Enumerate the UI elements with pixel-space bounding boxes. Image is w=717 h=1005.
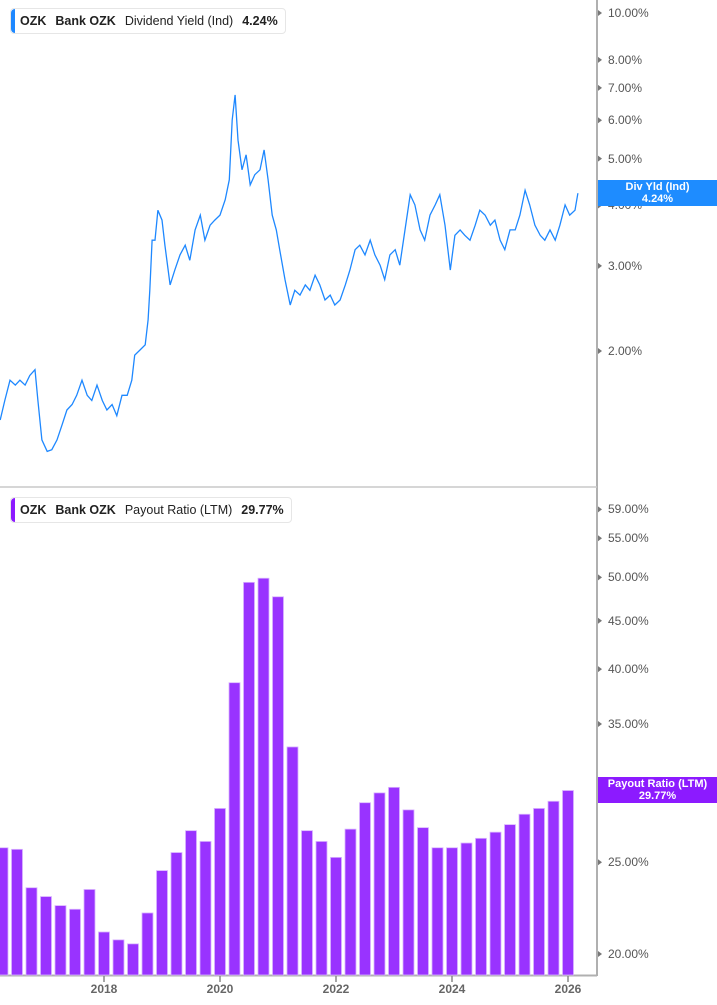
payout-bar[interactable] [344, 828, 357, 976]
payout-bar[interactable] [547, 800, 560, 976]
payout-bar[interactable] [243, 581, 255, 976]
y-tick-label: 10.00% [608, 6, 649, 21]
payout-bar[interactable] [286, 746, 299, 976]
payout-bar[interactable] [185, 830, 197, 976]
top-legend[interactable]: OZK Bank OZK Dividend Yield (Ind) 4.24% [10, 8, 286, 34]
y-tick-label: 40.00% [608, 662, 649, 677]
payout-bar[interactable] [112, 939, 125, 976]
payout-bar[interactable] [83, 889, 96, 976]
payout-bar[interactable] [417, 827, 429, 976]
y-tick-mark [598, 155, 602, 162]
y-tick-label: 6.00% [608, 113, 643, 128]
x-tick-label: 2026 [554, 982, 582, 996]
y-tick-mark [598, 535, 602, 542]
payout-bar[interactable] [170, 852, 183, 976]
payout-bar[interactable] [156, 870, 168, 976]
x-tick-label: 2024 [438, 982, 466, 996]
y-tick-mark [598, 117, 602, 124]
y-tick-label: 35.00% [608, 716, 649, 731]
payout-bar[interactable] [431, 847, 444, 976]
y-tick-mark [598, 348, 602, 354]
payout-bar[interactable] [562, 790, 574, 976]
payout-bar[interactable] [98, 931, 110, 976]
y-tick-mark [598, 10, 602, 17]
y-tick-mark [598, 617, 602, 624]
y-tick-mark [598, 720, 602, 727]
x-tick-label: 2022 [322, 982, 350, 996]
y-tick-mark [598, 951, 602, 957]
y-tick-mark [598, 506, 602, 513]
y-tick-label: 50.00% [608, 570, 649, 585]
y-tick-label: 59.00% [608, 502, 649, 517]
payout-bar[interactable] [127, 943, 139, 976]
legend-company: Bank OZK [55, 14, 116, 28]
payout-bar[interactable] [214, 808, 226, 976]
payout-bar[interactable] [460, 842, 473, 976]
tag-value: 4.24% [641, 193, 674, 205]
payout-bar[interactable] [301, 830, 313, 976]
y-tick-label: 45.00% [608, 613, 649, 628]
payout-bar[interactable] [504, 824, 516, 976]
payout-value-tag: Payout Ratio (LTM) 29.77% [598, 777, 717, 803]
y-tick-mark [598, 666, 602, 673]
legend-ticker: OZK [20, 14, 47, 28]
payout-bar[interactable] [330, 856, 342, 976]
payout-bars [0, 577, 574, 976]
y-tick-label: 2.00% [608, 344, 643, 358]
axes [0, 0, 602, 982]
payout-bar[interactable] [54, 905, 67, 976]
legend-company: Bank OZK [55, 503, 116, 517]
x-tick-label: 2020 [206, 982, 234, 996]
payout-bar[interactable] [533, 808, 545, 976]
payout-bar[interactable] [25, 887, 38, 976]
payout-bar[interactable] [141, 912, 154, 976]
legend-metric: Dividend Yield (Ind) [124, 14, 234, 28]
legend-color-swatch [11, 9, 15, 33]
legend-ticker: OZK [20, 503, 47, 517]
payout-bar[interactable] [257, 577, 270, 976]
y-tick-mark [598, 859, 602, 866]
payout-bar[interactable] [518, 813, 531, 976]
legend-value: 4.24% [242, 14, 278, 28]
payout-bar[interactable] [373, 792, 386, 976]
payout-bar[interactable] [402, 809, 415, 976]
yield-value-tag: Div Yld (Ind) 4.24% [598, 180, 717, 206]
y-tick-label: 5.00% [608, 151, 643, 166]
y-tick-mark [598, 574, 602, 581]
legend-metric: Payout Ratio (LTM) [124, 503, 233, 517]
payout-bar[interactable] [272, 596, 284, 976]
y-tick-label: 3.00% [608, 258, 643, 273]
y-tick-mark [598, 56, 602, 63]
payout-bar[interactable] [11, 848, 23, 976]
payout-bar[interactable] [315, 841, 328, 976]
y-tick-label: 7.00% [608, 80, 643, 95]
x-tick-label: 2018 [90, 982, 118, 996]
bottom-legend[interactable]: OZK Bank OZK Payout Ratio (LTM) 29.77% [10, 497, 292, 523]
y-tick-mark [598, 262, 602, 269]
payout-bar[interactable] [0, 847, 9, 976]
payout-bar[interactable] [489, 831, 502, 976]
dividend-yield-line [0, 94, 579, 453]
legend-color-swatch [11, 498, 15, 522]
y-tick-label: 20.00% [608, 947, 649, 961]
legend-value: 29.77% [241, 503, 284, 517]
payout-bar[interactable] [199, 841, 212, 976]
y-tick-label: 55.00% [608, 531, 649, 546]
payout-bar[interactable] [40, 896, 52, 976]
y-tick-mark [598, 84, 602, 91]
payout-bar[interactable] [388, 786, 400, 976]
payout-bar[interactable] [69, 908, 81, 976]
tag-label: Div Yld (Ind) [625, 181, 690, 193]
payout-bar[interactable] [228, 682, 241, 976]
payout-bar[interactable] [359, 802, 371, 976]
y-tick-label: 25.00% [608, 855, 649, 870]
tag-value: 29.77% [638, 790, 677, 802]
tag-label: Payout Ratio (LTM) [607, 778, 708, 790]
payout-bar[interactable] [446, 847, 458, 976]
payout-bar[interactable] [475, 837, 487, 976]
y-tick-label: 8.00% [608, 52, 643, 67]
